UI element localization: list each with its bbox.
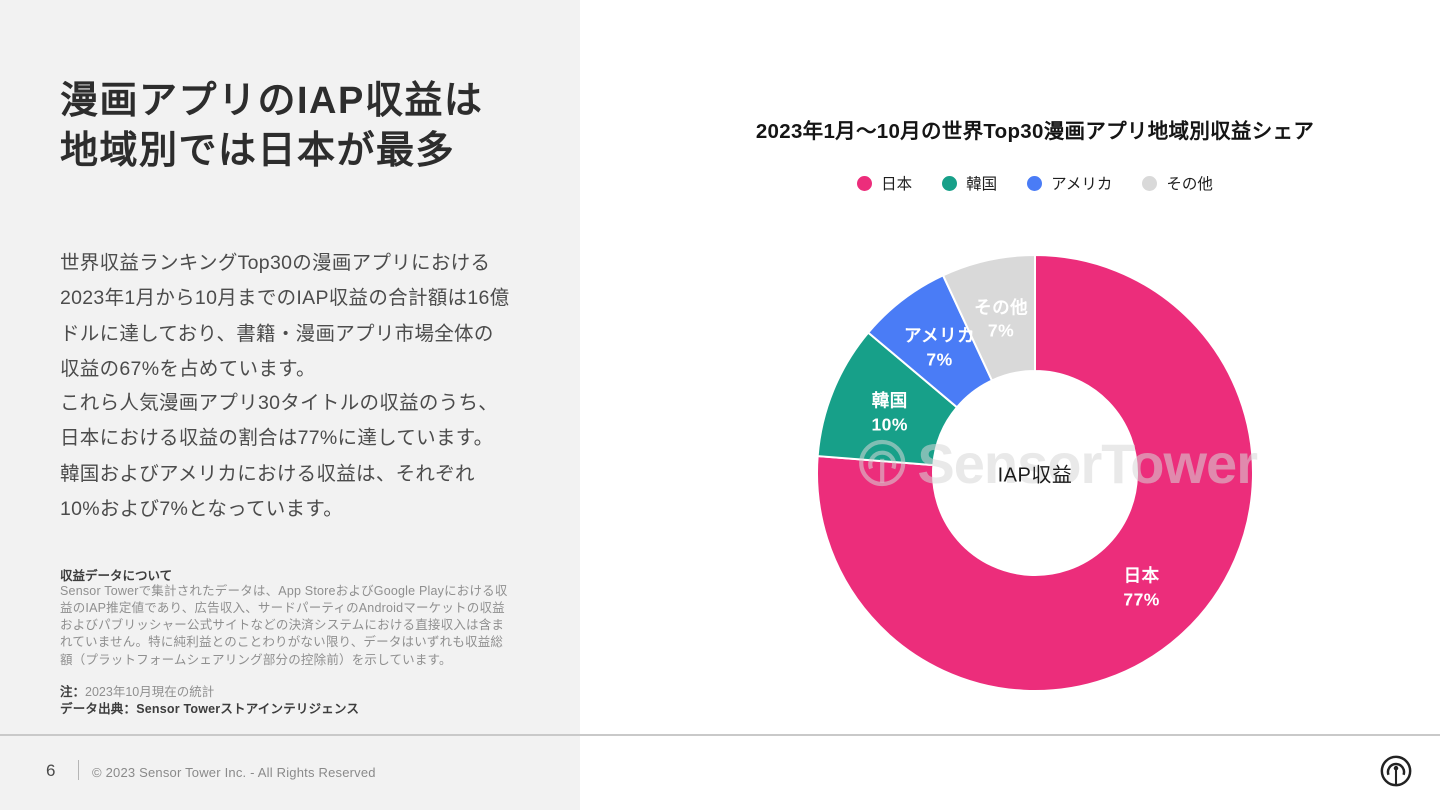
footnote-body: Sensor Towerで集計されたデータは、App StoreおよびGoogl… (60, 584, 508, 667)
footer-separator (78, 760, 79, 780)
legend-dot-icon (857, 175, 873, 191)
legend-dot-icon (942, 175, 958, 191)
donut-segment-3 (941, 253, 1036, 382)
footnote-heading: 収益データについて (60, 569, 173, 583)
chart-title: 2023年1月〜10月の世界Top30漫画アプリ地域別収益シェア (755, 120, 1315, 143)
legend-label: アメリカ (1051, 176, 1113, 193)
legend-dot-icon (1027, 175, 1043, 191)
data-source-line: データ出典：Sensor Towerストアインテリジェンス (60, 702, 360, 716)
legend-item-0: 日本 (857, 172, 912, 194)
note-label: 注： (60, 685, 86, 699)
left-panel: 漫画アプリのIAP収益は 地域別では日本が最多 世界収益ランキングTop30の漫… (0, 0, 580, 810)
chart-legend: 日本 韓国 アメリカ その他 (640, 172, 1430, 194)
note-text: 2023年10月現在の統計 (85, 685, 215, 699)
legend-item-2: アメリカ (1027, 172, 1112, 194)
donut-center-label: IAP収益 (997, 464, 1073, 487)
body-paragraph-1: 世界収益ランキングTop30の漫画アプリにおける2023年1月から10月までのI… (60, 252, 510, 381)
legend-label: 韓国 (966, 176, 998, 193)
sensor-tower-logo-icon (1380, 755, 1412, 787)
legend-label: その他 (1166, 176, 1213, 193)
segment-label-2: アメリカ 7% (904, 325, 976, 370)
legend-item-3: その他 (1142, 172, 1213, 194)
footer-divider (0, 734, 1440, 736)
copyright-text: © 2023 Sensor Tower Inc. - All Rights Re… (92, 765, 376, 780)
legend-label: 日本 (881, 176, 913, 193)
donut-svg (816, 253, 1254, 692)
donut-segment-0 (816, 253, 1254, 692)
donut-chart: SensorTower 日本 77% 韓国 10% アメリカ 7% その他 7% IAP収益 (815, 253, 1258, 693)
page-title: 漫画アプリのIAP収益は 地域別では日本が最多 (60, 80, 484, 173)
segment-label-3: その他 7% (974, 297, 1029, 341)
page-number: 6 (46, 761, 56, 780)
note-line: 注：2023年10月現在の統計 (60, 681, 512, 700)
segment-label-0: 日本 77% (1123, 565, 1160, 610)
legend-item-1: 韓国 (942, 172, 997, 194)
body-paragraph-2: これら人気漫画アプリ30タイトルの収益のうち、日本における収益の割合は77%に達… (60, 392, 499, 521)
legend-dot-icon (1142, 175, 1158, 191)
segment-label-1: 韓国 10% (871, 390, 908, 435)
